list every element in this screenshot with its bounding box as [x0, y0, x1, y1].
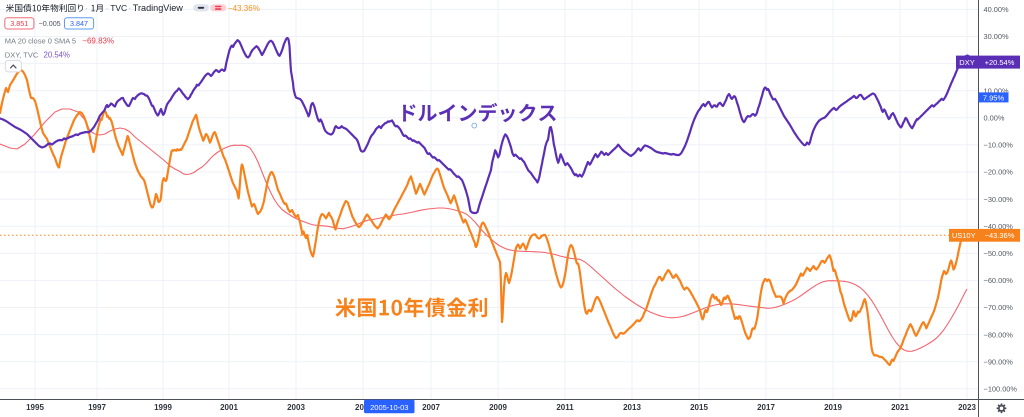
svg-text:+20.54%: +20.54% — [985, 58, 1015, 67]
svg-text:−50.00%: −50.00% — [984, 249, 1014, 258]
svg-text:1995: 1995 — [26, 403, 44, 412]
svg-text:·: · — [128, 3, 131, 13]
svg-text:30.00%: 30.00% — [984, 32, 1009, 41]
svg-text:DXY, TVC: DXY, TVC — [5, 50, 39, 59]
svg-text:−80.00%: −80.00% — [984, 330, 1014, 339]
svg-text:40.00%: 40.00% — [984, 5, 1009, 14]
svg-text:2003: 2003 — [287, 403, 305, 412]
svg-text:2013: 2013 — [623, 403, 641, 412]
svg-text:10.00%: 10.00% — [984, 86, 1009, 95]
svg-text:2019: 2019 — [824, 403, 842, 412]
svg-text:−10.00%: −10.00% — [984, 141, 1014, 150]
svg-text:−43.36%: −43.36% — [228, 4, 260, 13]
svg-text:−70.00%: −70.00% — [984, 303, 1014, 312]
svg-text:TradingView: TradingView — [133, 3, 183, 13]
svg-text:−0.005: −0.005 — [39, 19, 61, 28]
svg-text:2011: 2011 — [556, 403, 574, 412]
svg-text:1997: 1997 — [88, 403, 106, 412]
svg-text:−60.00%: −60.00% — [984, 276, 1014, 285]
svg-text:3.851: 3.851 — [10, 19, 28, 28]
svg-text:2015: 2015 — [690, 403, 708, 412]
svg-text:2023: 2023 — [958, 403, 976, 412]
svg-text:−40.00%: −40.00% — [984, 222, 1014, 231]
svg-text:2005-10-03: 2005-10-03 — [370, 403, 408, 412]
svg-text:DXY: DXY — [959, 58, 974, 67]
svg-text:2021: 2021 — [891, 403, 909, 412]
svg-text:0.00%: 0.00% — [984, 114, 1005, 123]
svg-text:·: · — [106, 3, 109, 13]
svg-text:3.847: 3.847 — [70, 19, 88, 28]
svg-text:·: · — [85, 3, 88, 13]
svg-text:7.95%: 7.95% — [983, 93, 1005, 102]
svg-text:2007: 2007 — [422, 403, 440, 412]
svg-text:−30.00%: −30.00% — [984, 195, 1014, 204]
svg-text:20: 20 — [355, 403, 364, 412]
svg-text:MA 20 close 0 SMA 5: MA 20 close 0 SMA 5 — [5, 37, 76, 46]
svg-text:20.54%: 20.54% — [44, 50, 71, 59]
svg-text:−69.83%: −69.83% — [82, 37, 114, 46]
svg-text:−90.00%: −90.00% — [984, 357, 1014, 366]
svg-text:2001: 2001 — [220, 403, 238, 412]
svg-text:−20.00%: −20.00% — [984, 168, 1014, 177]
svg-text:2009: 2009 — [489, 403, 507, 412]
svg-text:2017: 2017 — [757, 403, 775, 412]
svg-text:TVC: TVC — [110, 3, 127, 13]
svg-text:US10Y: US10Y — [952, 231, 976, 240]
svg-text:−100.00%: −100.00% — [984, 385, 1018, 394]
svg-text:−43.36%: −43.36% — [985, 231, 1015, 240]
svg-text:1999: 1999 — [154, 403, 172, 412]
